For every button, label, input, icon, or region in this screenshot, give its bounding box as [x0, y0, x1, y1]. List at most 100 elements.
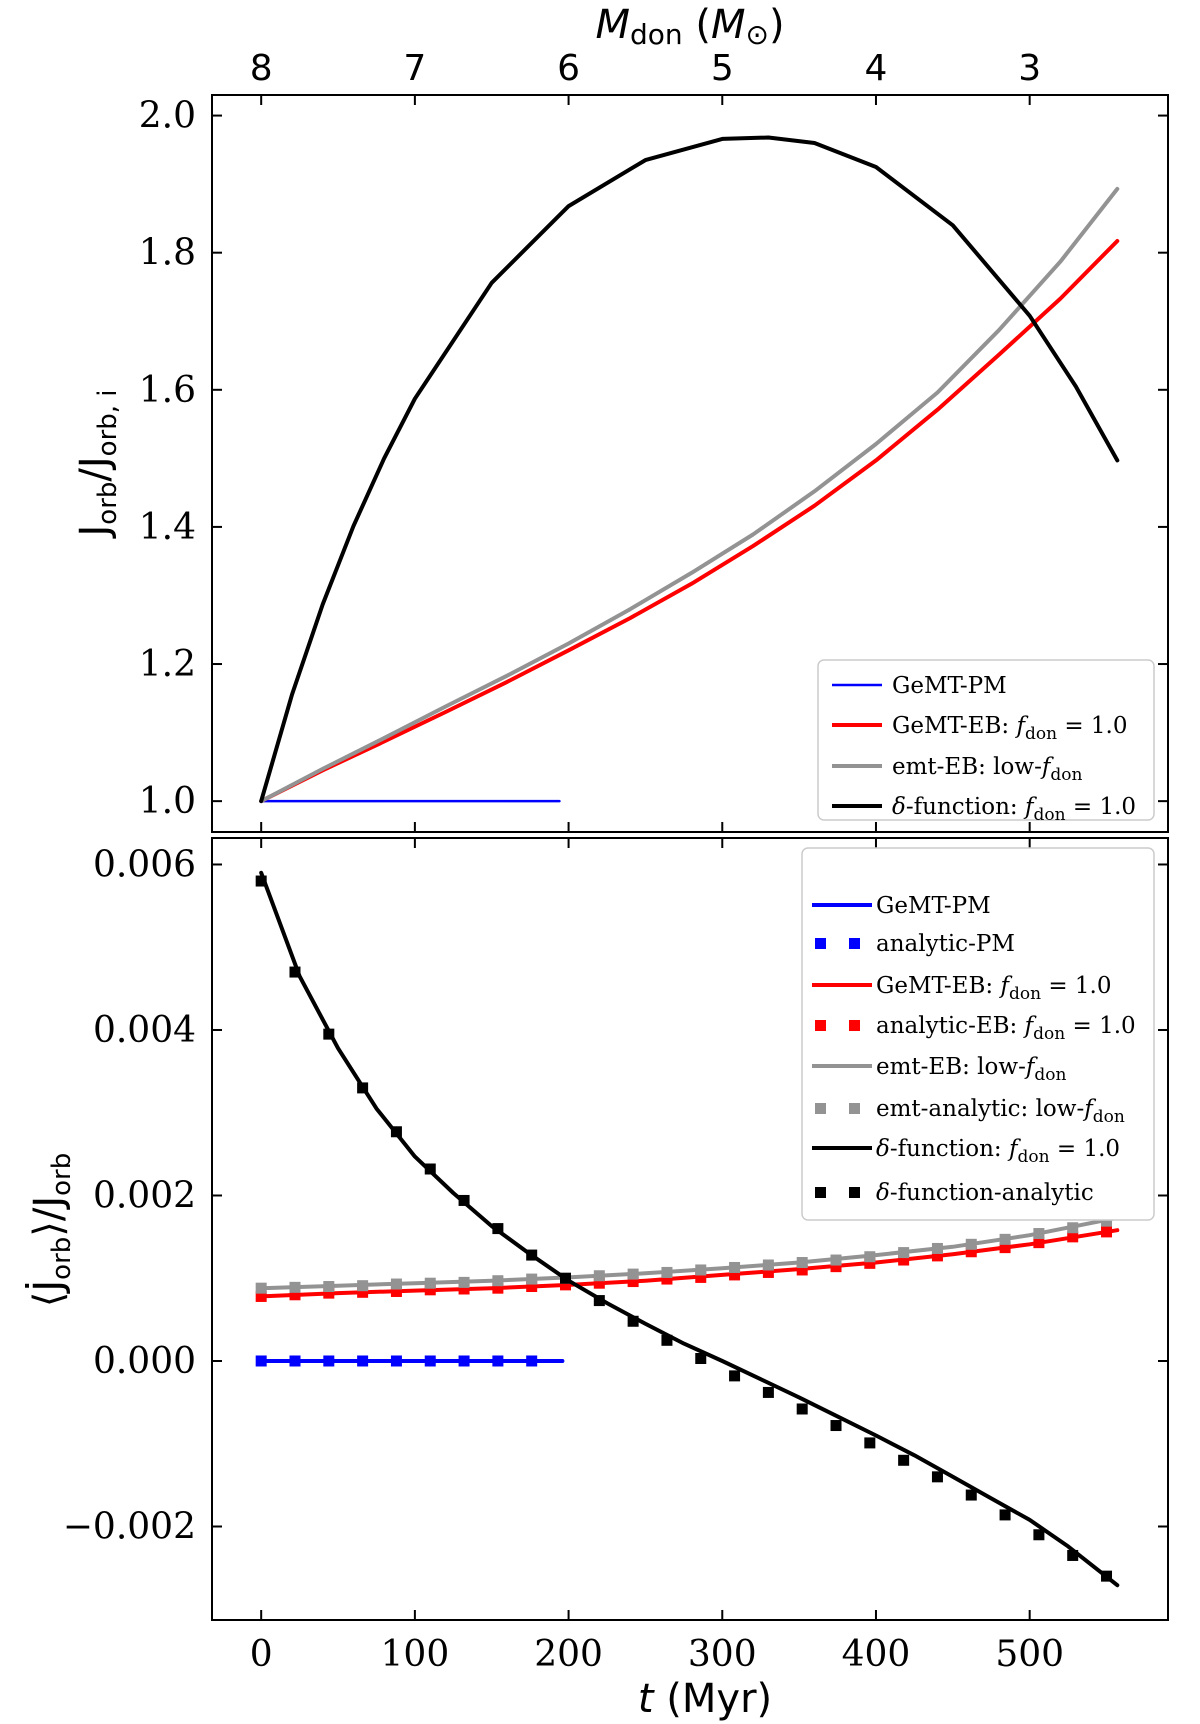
bottom-x-tick-label: 400: [842, 1634, 911, 1675]
bottom-series-marker-function-analytic: [255, 875, 267, 887]
legend-label-delta-analytic: δ-function-analytic: [876, 1180, 1094, 1206]
bottom-series-marker-function-analytic: [898, 1454, 910, 1466]
bottom-series-marker-emt-analytic-low-f-don: [492, 1275, 504, 1287]
bottom-series-marker-function-analytic: [830, 1420, 842, 1432]
bottom-series-marker-emt-analytic-low-f-don: [661, 1266, 673, 1278]
bottom-x-tick-label: 0: [250, 1634, 273, 1675]
bottom-series-marker-analytic-eb-f-don-1-0: [965, 1246, 977, 1258]
bottom-series-marker-analytic-eb-f-don-1-0: [255, 1290, 267, 1302]
bottom-series-marker-emt-analytic-low-f-don: [864, 1251, 876, 1263]
bottom-series-marker-function-analytic: [965, 1489, 977, 1501]
bottom-series-marker-analytic-eb-f-don-1-0: [526, 1281, 538, 1293]
bottom-series-marker-analytic-eb-f-don-1-0: [424, 1284, 436, 1296]
top-plot-frame: [211, 94, 1169, 833]
bottom-series-marker-function-analytic: [999, 1509, 1011, 1521]
bottom-x-tick-label: 500: [995, 1634, 1064, 1675]
top-axis-mass-tick-label: 5: [711, 48, 734, 89]
bottom-series-marker-function-analytic: [424, 1163, 436, 1175]
top-axis-mass-tick-label: 8: [250, 48, 273, 89]
top-axis-mass-tick-label: 4: [865, 48, 888, 89]
top-y-tick-label: 1.2: [139, 644, 196, 685]
bottom-series-marker-analytic-eb-f-don-1-0: [458, 1283, 470, 1295]
bottom-series-marker-function-analytic: [357, 1082, 369, 1094]
legend-swatch-emt-analytic: [815, 1103, 826, 1114]
bottom-series-marker-emt-analytic-low-f-don: [424, 1277, 436, 1289]
bottom-series-marker-function-analytic: [864, 1437, 876, 1449]
bottom-y-tick-label: −0.002: [63, 1506, 196, 1547]
bottom-series-marker-emt-analytic-low-f-don: [323, 1281, 335, 1293]
bottom-y-tick-label: 0.002: [93, 1175, 196, 1216]
bottom-series-marker-analytic-pm: [289, 1355, 301, 1367]
bottom-series-marker-emt-analytic-low-f-don: [1101, 1215, 1113, 1227]
bottom-series-marker-function-analytic: [492, 1223, 504, 1235]
bottom-y-tick-label: 0.004: [93, 1010, 196, 1051]
bottom-series-marker-analytic-eb-f-don-1-0: [627, 1276, 639, 1288]
legend-swatch-analytic-pm: [815, 938, 826, 949]
top-legend: GeMT-PM GeMT-EB: fdon = 1.0 emt-EB: low-…: [817, 659, 1155, 825]
legend-swatch-analytic-eb: [815, 1020, 826, 1031]
bottom-series-marker-analytic-eb-f-don-1-0: [762, 1266, 774, 1278]
bottom-series-marker-emt-analytic-low-f-don: [965, 1238, 977, 1250]
legend-label-gemt-eb: GeMT-EB: fdon = 1.0: [892, 713, 1128, 744]
bottom-series-marker-function-analytic: [1101, 1570, 1113, 1582]
bottom-series-marker-function-analytic: [593, 1295, 605, 1307]
bottom-x-tick-label: 300: [688, 1634, 757, 1675]
bottom-series-marker-analytic-pm: [492, 1355, 504, 1367]
bottom-y-axis-label: ⟨J̇orb⟩/Jorb: [25, 1153, 77, 1308]
bottom-series-marker-function-analytic: [627, 1315, 639, 1327]
top-series-line-function-f-don-1-0: [259, 135, 1120, 804]
bottom-x-tick-label: 100: [381, 1634, 450, 1675]
bottom-series-marker-analytic-eb-f-don-1-0: [931, 1250, 943, 1262]
bottom-series-marker-analytic-eb-f-don-1-0: [1101, 1226, 1113, 1238]
bottom-series-marker-function-analytic: [560, 1272, 572, 1284]
bottom-legend: GeMT-PM analytic-PM GeMT-EB: fdon = 1.0 …: [801, 847, 1155, 1221]
top-axis-mass-tick-label: 3: [1018, 48, 1041, 89]
bottom-series-marker-analytic-pm: [458, 1355, 470, 1367]
bottom-series-marker-analytic-eb-f-don-1-0: [999, 1242, 1011, 1254]
bottom-series-marker-analytic-pm: [390, 1355, 402, 1367]
bottom-series-marker-analytic-pm: [357, 1355, 369, 1367]
bottom-series-marker-function-analytic: [289, 966, 301, 978]
top-panel: 1.0 1.2 1.4 1.6 1.8 2.0 8 7 6 5 4 3 Jorb/Jorb, i Md…: [72, 2, 1169, 833]
bottom-series-marker-emt-analytic-low-f-don: [357, 1280, 369, 1292]
bottom-x-axis-label: t (Myr): [638, 1676, 772, 1722]
bottom-series-marker-analytic-eb-f-don-1-0: [390, 1285, 402, 1297]
bottom-series-marker-emt-analytic-low-f-don: [729, 1261, 741, 1273]
bottom-series-marker-function-analytic: [729, 1370, 741, 1382]
bottom-series-marker-function-analytic: [661, 1334, 673, 1346]
bottom-series-marker-emt-analytic-low-f-don: [390, 1278, 402, 1290]
bottom-series-marker-emt-analytic-low-f-don: [898, 1247, 910, 1259]
bottom-series-marker-analytic-pm: [424, 1355, 436, 1367]
bottom-series-marker-emt-analytic-low-f-don: [695, 1264, 707, 1276]
legend-label-delta-2: δ-function: fdon = 1.0: [876, 1136, 1120, 1167]
bottom-series-marker-emt-analytic-low-f-don: [1033, 1228, 1045, 1240]
bottom-panel: 0.006 0.004 0.002 0.000 −0.002 0 100 200 300 400 5…: [25, 837, 1169, 1722]
legend-label-analytic-pm: analytic-PM: [876, 931, 1015, 957]
top-y-tick-label: 1.0: [139, 781, 196, 822]
bottom-series-marker-function-analytic: [323, 1028, 335, 1040]
bottom-series-marker-analytic-eb-f-don-1-0: [830, 1261, 842, 1273]
bottom-series-marker-analytic-eb-f-don-1-0: [492, 1282, 504, 1294]
bottom-series-marker-analytic-eb-f-don-1-0: [323, 1287, 335, 1299]
bottom-series-marker-analytic-eb-f-don-1-0: [661, 1273, 673, 1285]
bottom-series-line-emt-eb-low-f-don: [259, 1215, 1120, 1291]
bottom-series-marker-analytic-eb-f-don-1-0: [357, 1286, 369, 1298]
bottom-series-marker-emt-analytic-low-f-don: [762, 1259, 774, 1271]
bottom-series-marker-analytic-eb-f-don-1-0: [593, 1277, 605, 1289]
bottom-series-marker-emt-analytic-low-f-don: [627, 1268, 639, 1280]
bottom-series-marker-function-analytic: [458, 1194, 470, 1206]
bottom-series-marker-analytic-eb-f-don-1-0: [864, 1257, 876, 1269]
bottom-series-marker-emt-analytic-low-f-don: [289, 1281, 301, 1293]
bottom-x-tick-label: 200: [534, 1634, 603, 1675]
legend-label-emt-eb-2: emt-EB: low-fdon: [876, 1054, 1066, 1085]
bottom-y-tick-label: 0.000: [93, 1341, 196, 1382]
bottom-plot-frame: [211, 837, 1169, 1621]
top-axis-mass-tick-label: 6: [557, 48, 580, 89]
bottom-series-marker-analytic-pm: [323, 1355, 335, 1367]
bottom-series-marker-function-analytic: [762, 1386, 774, 1398]
bottom-series-marker-function-analytic: [1033, 1529, 1045, 1541]
top-y-tick-label: 1.8: [139, 233, 196, 274]
bottom-series-marker-function-analytic: [695, 1353, 707, 1365]
legend-swatch-delta-analytic: [815, 1187, 826, 1198]
legend-label-gemt-pm-2: GeMT-PM: [876, 893, 991, 919]
